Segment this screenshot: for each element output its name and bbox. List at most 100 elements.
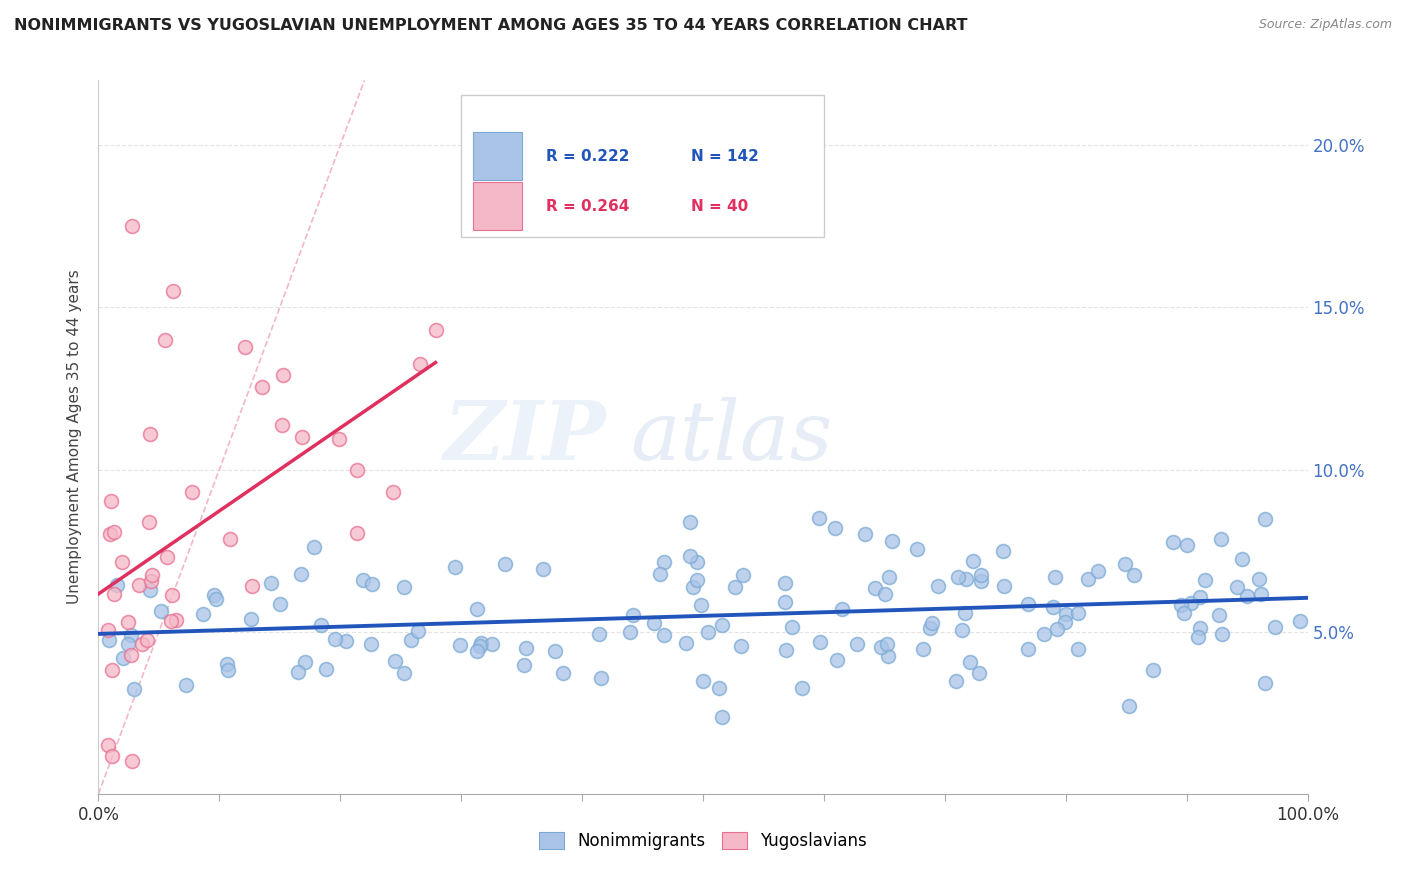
Point xyxy=(335,633,357,648)
Point xyxy=(139,426,162,441)
Point xyxy=(117,637,139,651)
Point xyxy=(831,601,853,615)
Point xyxy=(1208,607,1230,622)
Point xyxy=(219,532,242,546)
Point xyxy=(959,655,981,669)
Point xyxy=(696,624,718,639)
Point xyxy=(101,748,124,763)
Point xyxy=(807,511,830,525)
Point xyxy=(619,624,641,639)
Point xyxy=(733,568,755,582)
Point xyxy=(912,642,935,657)
Point xyxy=(352,574,374,588)
Point xyxy=(1123,568,1146,582)
Point xyxy=(993,579,1015,593)
Point xyxy=(392,665,415,680)
Point xyxy=(927,579,949,593)
Point xyxy=(165,613,187,627)
Point xyxy=(382,484,405,499)
Point xyxy=(730,640,752,654)
Point xyxy=(409,357,432,371)
Point xyxy=(1043,570,1066,584)
Point xyxy=(1254,512,1277,526)
Point xyxy=(287,665,309,679)
Text: R = 0.264: R = 0.264 xyxy=(546,199,628,213)
Point xyxy=(1114,558,1136,572)
Point xyxy=(853,526,876,541)
Point xyxy=(544,644,567,658)
Point xyxy=(905,542,928,557)
Point xyxy=(112,651,135,665)
Point xyxy=(271,368,294,383)
Point xyxy=(948,570,970,584)
Point xyxy=(679,549,702,563)
Point xyxy=(675,636,697,650)
Point xyxy=(1187,630,1209,644)
Point xyxy=(139,582,162,597)
Point xyxy=(217,663,239,677)
Point xyxy=(100,663,122,677)
Point xyxy=(100,494,122,508)
Point xyxy=(876,637,898,651)
Text: atlas: atlas xyxy=(630,397,832,477)
Point xyxy=(124,681,146,696)
Point xyxy=(1253,676,1275,690)
Point xyxy=(346,526,368,541)
Point xyxy=(1189,621,1212,635)
Point xyxy=(315,662,337,676)
Point xyxy=(180,484,202,499)
Point xyxy=(955,606,977,620)
Point xyxy=(481,637,503,651)
Point xyxy=(1054,607,1077,622)
Point xyxy=(686,574,709,588)
Point xyxy=(1087,564,1109,578)
Point xyxy=(235,340,257,354)
Point xyxy=(290,567,312,582)
Point xyxy=(323,632,346,646)
Point xyxy=(302,540,325,554)
Point xyxy=(240,579,263,593)
Point xyxy=(970,574,993,588)
Point xyxy=(686,555,709,569)
Point xyxy=(120,628,142,642)
Point xyxy=(780,620,803,634)
Point xyxy=(160,615,183,629)
Point xyxy=(724,580,747,594)
Point xyxy=(808,634,831,648)
Point xyxy=(269,598,291,612)
Y-axis label: Unemployment Among Ages 35 to 44 years: Unemployment Among Ages 35 to 44 years xyxy=(67,269,83,605)
Point xyxy=(399,633,422,648)
Point xyxy=(512,658,534,673)
Point xyxy=(870,640,893,655)
Point xyxy=(97,632,120,647)
Point xyxy=(962,554,984,568)
Point xyxy=(156,550,179,565)
Point xyxy=(131,637,153,651)
Point xyxy=(1170,599,1192,613)
Point xyxy=(621,607,644,622)
Point xyxy=(845,637,868,651)
Point xyxy=(589,671,612,685)
Point xyxy=(679,516,702,530)
Point xyxy=(120,648,142,662)
Point xyxy=(309,617,332,632)
Point xyxy=(790,681,813,695)
Point xyxy=(141,568,163,582)
Point xyxy=(160,588,183,602)
Point xyxy=(443,560,465,574)
Point xyxy=(1211,626,1233,640)
Point xyxy=(103,587,125,601)
Point xyxy=(1077,572,1099,586)
Point xyxy=(360,637,382,651)
Point xyxy=(1250,587,1272,601)
Point xyxy=(465,644,488,658)
Text: N = 142: N = 142 xyxy=(690,149,759,163)
Point xyxy=(328,433,350,447)
Point xyxy=(1054,615,1077,629)
Point xyxy=(191,607,214,622)
Point xyxy=(205,592,228,607)
Point xyxy=(1142,663,1164,677)
Point xyxy=(1289,615,1312,629)
Point xyxy=(103,525,125,540)
Point xyxy=(921,616,943,631)
